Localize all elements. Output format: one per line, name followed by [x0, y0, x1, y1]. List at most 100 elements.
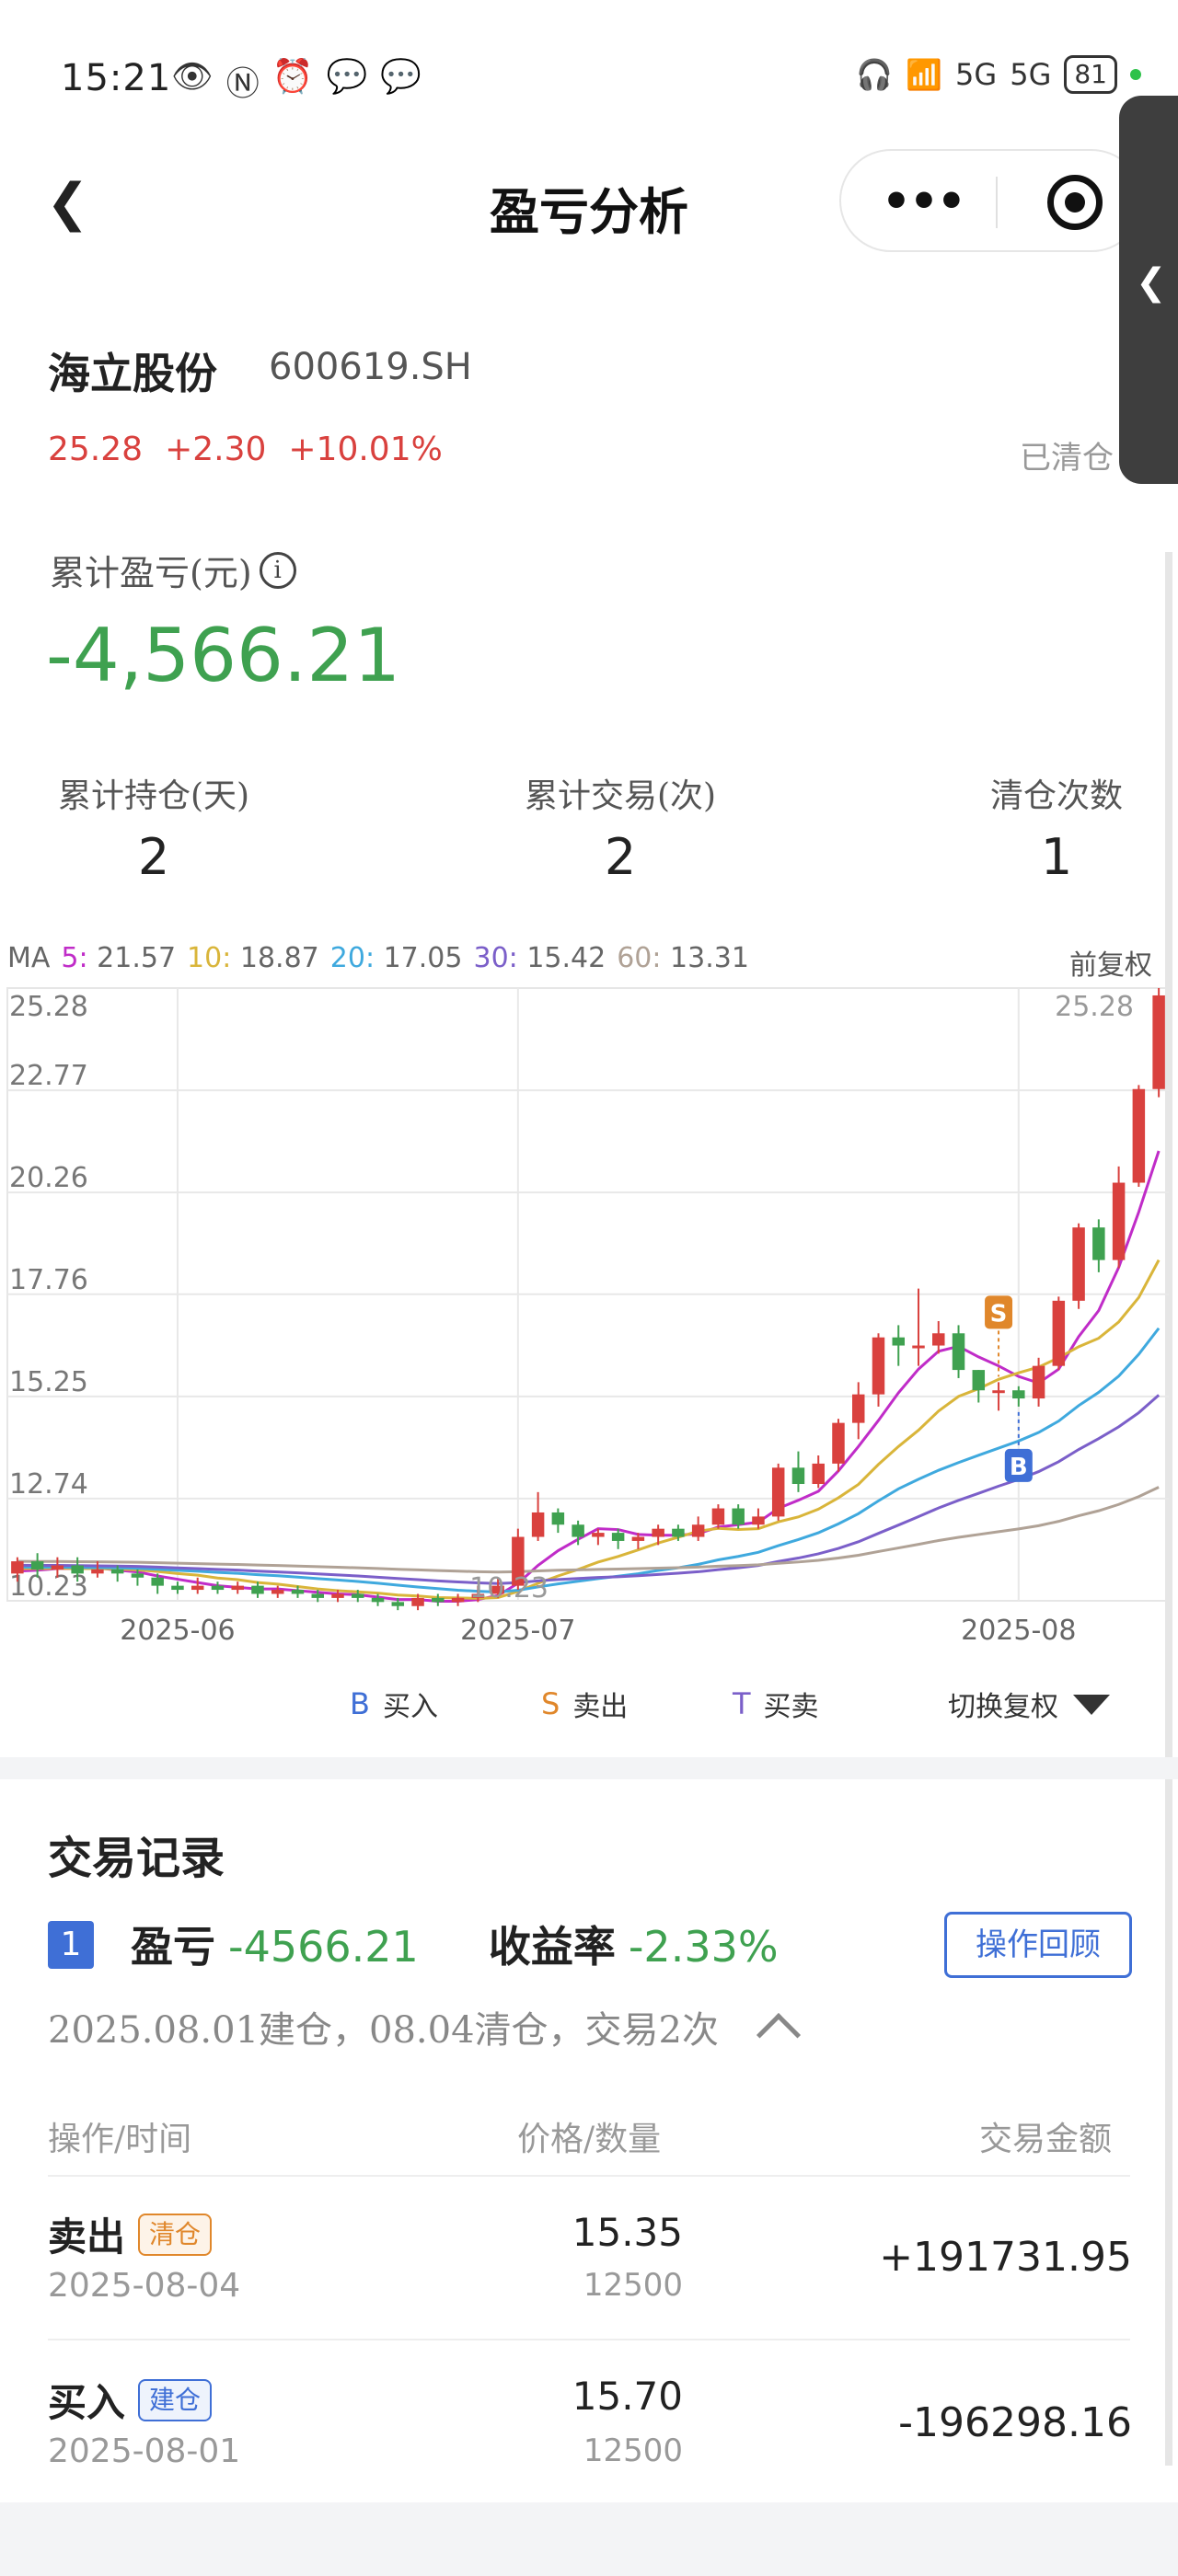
alarm-icon: ⏰: [271, 58, 314, 96]
stock-quote: 25.28 +2.30 +10.01%: [48, 431, 443, 468]
candle-body: [611, 1533, 625, 1541]
ma-5-period: 5:: [61, 942, 88, 974]
stock-price: 25.28: [48, 431, 144, 468]
candle-body: [352, 1593, 364, 1598]
buy-marker-label: B: [1010, 1454, 1028, 1481]
ma-10: 10: 18.87: [187, 942, 319, 974]
x-tick-label: 2025-06: [120, 1615, 235, 1647]
candle-body: [491, 1585, 504, 1594]
header-action-time: 操作/时间: [48, 2121, 192, 2158]
ma-20-value: 17.05: [383, 942, 463, 974]
operation-review-button[interactable]: 操作回顾: [944, 1912, 1132, 1978]
trade-date: 2025-08-04: [48, 2267, 241, 2305]
trade-tag-clear: 清仓: [138, 2213, 213, 2256]
chevron-up-icon[interactable]: [756, 2012, 802, 2058]
candle-body: [851, 1394, 865, 1423]
candle-body: [631, 1536, 645, 1541]
candle-body: [1132, 1088, 1146, 1183]
candle-body: [812, 1463, 825, 1484]
candle-body: [371, 1597, 385, 1603]
candle-body: [30, 1561, 44, 1570]
candle-body: [1012, 1390, 1025, 1399]
candle-body: [191, 1585, 204, 1591]
candle-body: [1112, 1182, 1126, 1260]
stat-holding-days-label: 累计持仓(天): [57, 777, 250, 815]
candlestick-chart[interactable]: 25.28 22.77 20.26 17.76 15.25 12.74 10.23 2025-…: [0, 984, 1178, 1647]
row-divider: [48, 2175, 1130, 2177]
legend-buy-label: 买入: [382, 1691, 438, 1723]
legend-buy-mark: B: [350, 1686, 370, 1721]
wechat-icon: 💬: [326, 58, 368, 96]
candle-body: [672, 1528, 685, 1537]
switch-adjust-button[interactable]: 切换复权: [948, 1684, 1112, 1724]
candle-body: [311, 1593, 325, 1598]
ma-60: 60: 13.31: [617, 942, 749, 974]
records-title: 交易记录: [48, 1833, 225, 1884]
signal-icon: 5G: [955, 57, 998, 92]
privacy-dot-icon: [1130, 69, 1141, 80]
candle-body: [251, 1585, 264, 1594]
y-tick-label: 10.23: [9, 1570, 88, 1603]
side-drawer-handle[interactable]: ❮: [1119, 96, 1178, 484]
candle-body: [231, 1585, 244, 1591]
header-amount: 交易金额: [979, 2121, 1113, 2158]
record-summary: 盈亏 -4566.21 收益率 -2.33%: [131, 1914, 779, 1974]
ma-60-value: 13.31: [670, 942, 749, 974]
trade-action: 买入: [48, 2380, 126, 2425]
status-bar: 15:21 👁 Ⓝ ⏰ 💬 💬 🎧 📶 5G 5G 81: [0, 0, 1178, 156]
back-button[interactable]: ❮: [46, 173, 89, 233]
stat-trade-count-value: 2: [604, 828, 637, 886]
candle-body: [451, 1597, 465, 1603]
trade-tag-open: 建仓: [138, 2378, 213, 2421]
candle-body: [171, 1585, 184, 1591]
candle-body: [711, 1508, 725, 1525]
ma-line-30: [17, 1394, 1161, 1585]
candle-body: [791, 1467, 805, 1484]
cumulative-pnl-label-text: 累计盈亏(元): [50, 553, 252, 593]
more-icon[interactable]: •••: [882, 175, 966, 228]
record-pnl-label: 盈亏: [131, 1922, 215, 1972]
candle-body: [512, 1536, 525, 1586]
candle-body: [391, 1602, 405, 1606]
legend-buy: B 买入: [350, 1684, 438, 1724]
nfc-icon: Ⓝ: [225, 65, 260, 103]
wechat-icon-2: 💬: [380, 58, 422, 96]
candle-body: [952, 1333, 965, 1371]
candle-body: [1152, 995, 1165, 1089]
close-target-icon[interactable]: [1047, 175, 1103, 230]
eye-icon: 👁: [171, 58, 214, 96]
stat-holding-days-value: 2: [137, 828, 170, 886]
candle-body: [732, 1508, 745, 1525]
max-price-label: 25.28: [1055, 991, 1134, 1023]
cumulative-pnl-label: 累计盈亏(元) i: [50, 545, 296, 595]
stock-code: 600619.SH: [269, 346, 472, 388]
x-tick-label: 2025-07: [460, 1615, 575, 1647]
candle-body: [11, 1561, 24, 1574]
ma-20: 20: 17.05: [330, 942, 463, 974]
legend-trade-mark: T: [733, 1686, 751, 1721]
buy-marker-icon: [1004, 1448, 1033, 1482]
header-price-qty: 价格/数量: [517, 2121, 662, 2158]
y-tick-label: 12.74: [9, 1468, 88, 1501]
record-description-row[interactable]: 2025.08.01建仓，08.04清仓，交易2次: [48, 2000, 802, 2058]
candle-body: [211, 1585, 225, 1591]
headphones-icon: 🎧: [856, 57, 894, 92]
adjust-mode-label[interactable]: 前复权: [1069, 949, 1152, 982]
candle-body: [1032, 1365, 1045, 1399]
candle-body: [1052, 1300, 1066, 1366]
y-tick-label: 20.26: [9, 1162, 88, 1194]
sell-marker-label: S: [990, 1300, 1008, 1328]
wifi-icon: 📶: [906, 57, 943, 92]
candle-body: [992, 1390, 1005, 1394]
candle-body: [932, 1333, 945, 1346]
trade-qty: 12500: [583, 2267, 683, 2304]
record-pnl-value: -4566.21: [228, 1922, 419, 1972]
y-tick-label: 25.28: [9, 991, 88, 1023]
min-price-label: 10.23: [469, 1572, 549, 1604]
legend-trade-label: 买卖: [763, 1691, 819, 1723]
candle-body: [652, 1528, 664, 1537]
caret-down-icon: [1073, 1695, 1110, 1715]
stock-change-pct: +10.01%: [288, 431, 443, 468]
candle-body: [872, 1337, 885, 1395]
info-icon[interactable]: i: [259, 551, 296, 589]
